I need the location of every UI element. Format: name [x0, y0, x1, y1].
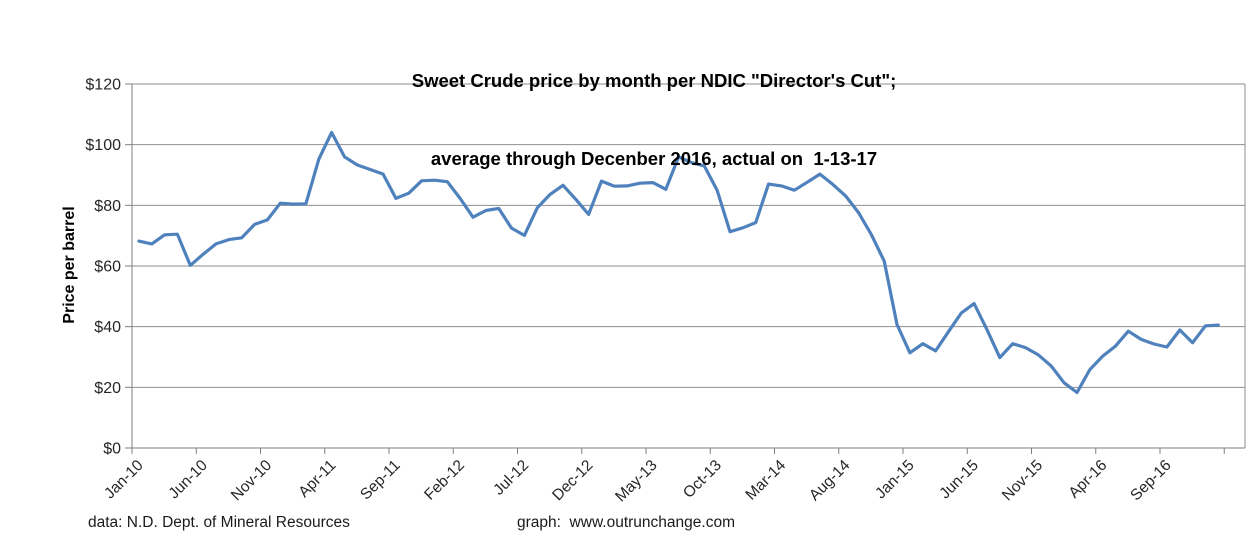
x-tick-label: May-13 — [612, 457, 661, 506]
x-tick-label: Aug-14 — [806, 457, 854, 505]
x-tick-label: Dec-12 — [549, 457, 596, 504]
data-source-note: data: N.D. Dept. of Mineral Resources — [88, 514, 350, 531]
x-tick-label: Oct-13 — [680, 457, 725, 502]
y-tick-label: $100 — [85, 137, 121, 154]
x-tick-label: Apr-11 — [295, 457, 339, 501]
x-tick-label: Sep-16 — [1127, 457, 1174, 504]
y-tick-label: $120 — [85, 77, 121, 94]
x-tick-label: Jul-12 — [490, 457, 532, 499]
x-tick-label: Jan-15 — [872, 457, 918, 503]
x-tick-label: Feb-12 — [421, 457, 468, 504]
x-tick-label: Nov-10 — [228, 457, 276, 505]
y-tick-label: $80 — [94, 198, 121, 215]
chart-title-line-2: average through Decenber 2016, actual on… — [430, 148, 878, 169]
x-tick-label: Jun-15 — [936, 457, 982, 503]
x-tick-label: Apr-16 — [1066, 457, 1111, 502]
y-tick-label: $20 — [94, 380, 121, 397]
y-tick-label: $60 — [94, 259, 121, 276]
chart-title: Sweet Crude price by month per NDIC "Dir… — [56, 16, 1252, 224]
x-tick-label: Nov-15 — [999, 457, 1046, 504]
y-axis-title: Price per barrel — [61, 206, 78, 324]
x-tick-label: Jun-10 — [165, 457, 211, 503]
price-line — [137, 130, 1220, 395]
graph-credit-note: graph: www.outrunchange.com — [517, 514, 735, 531]
x-tick-label: Mar-14 — [742, 457, 789, 504]
chart-title-line-1: Sweet Crude price by month per NDIC "Dir… — [411, 70, 897, 91]
y-tick-label: $40 — [94, 319, 121, 336]
y-tick-label: $0 — [103, 441, 121, 458]
x-tick-label: Jan-10 — [101, 457, 147, 503]
x-tick-label: Sep-11 — [357, 457, 404, 504]
